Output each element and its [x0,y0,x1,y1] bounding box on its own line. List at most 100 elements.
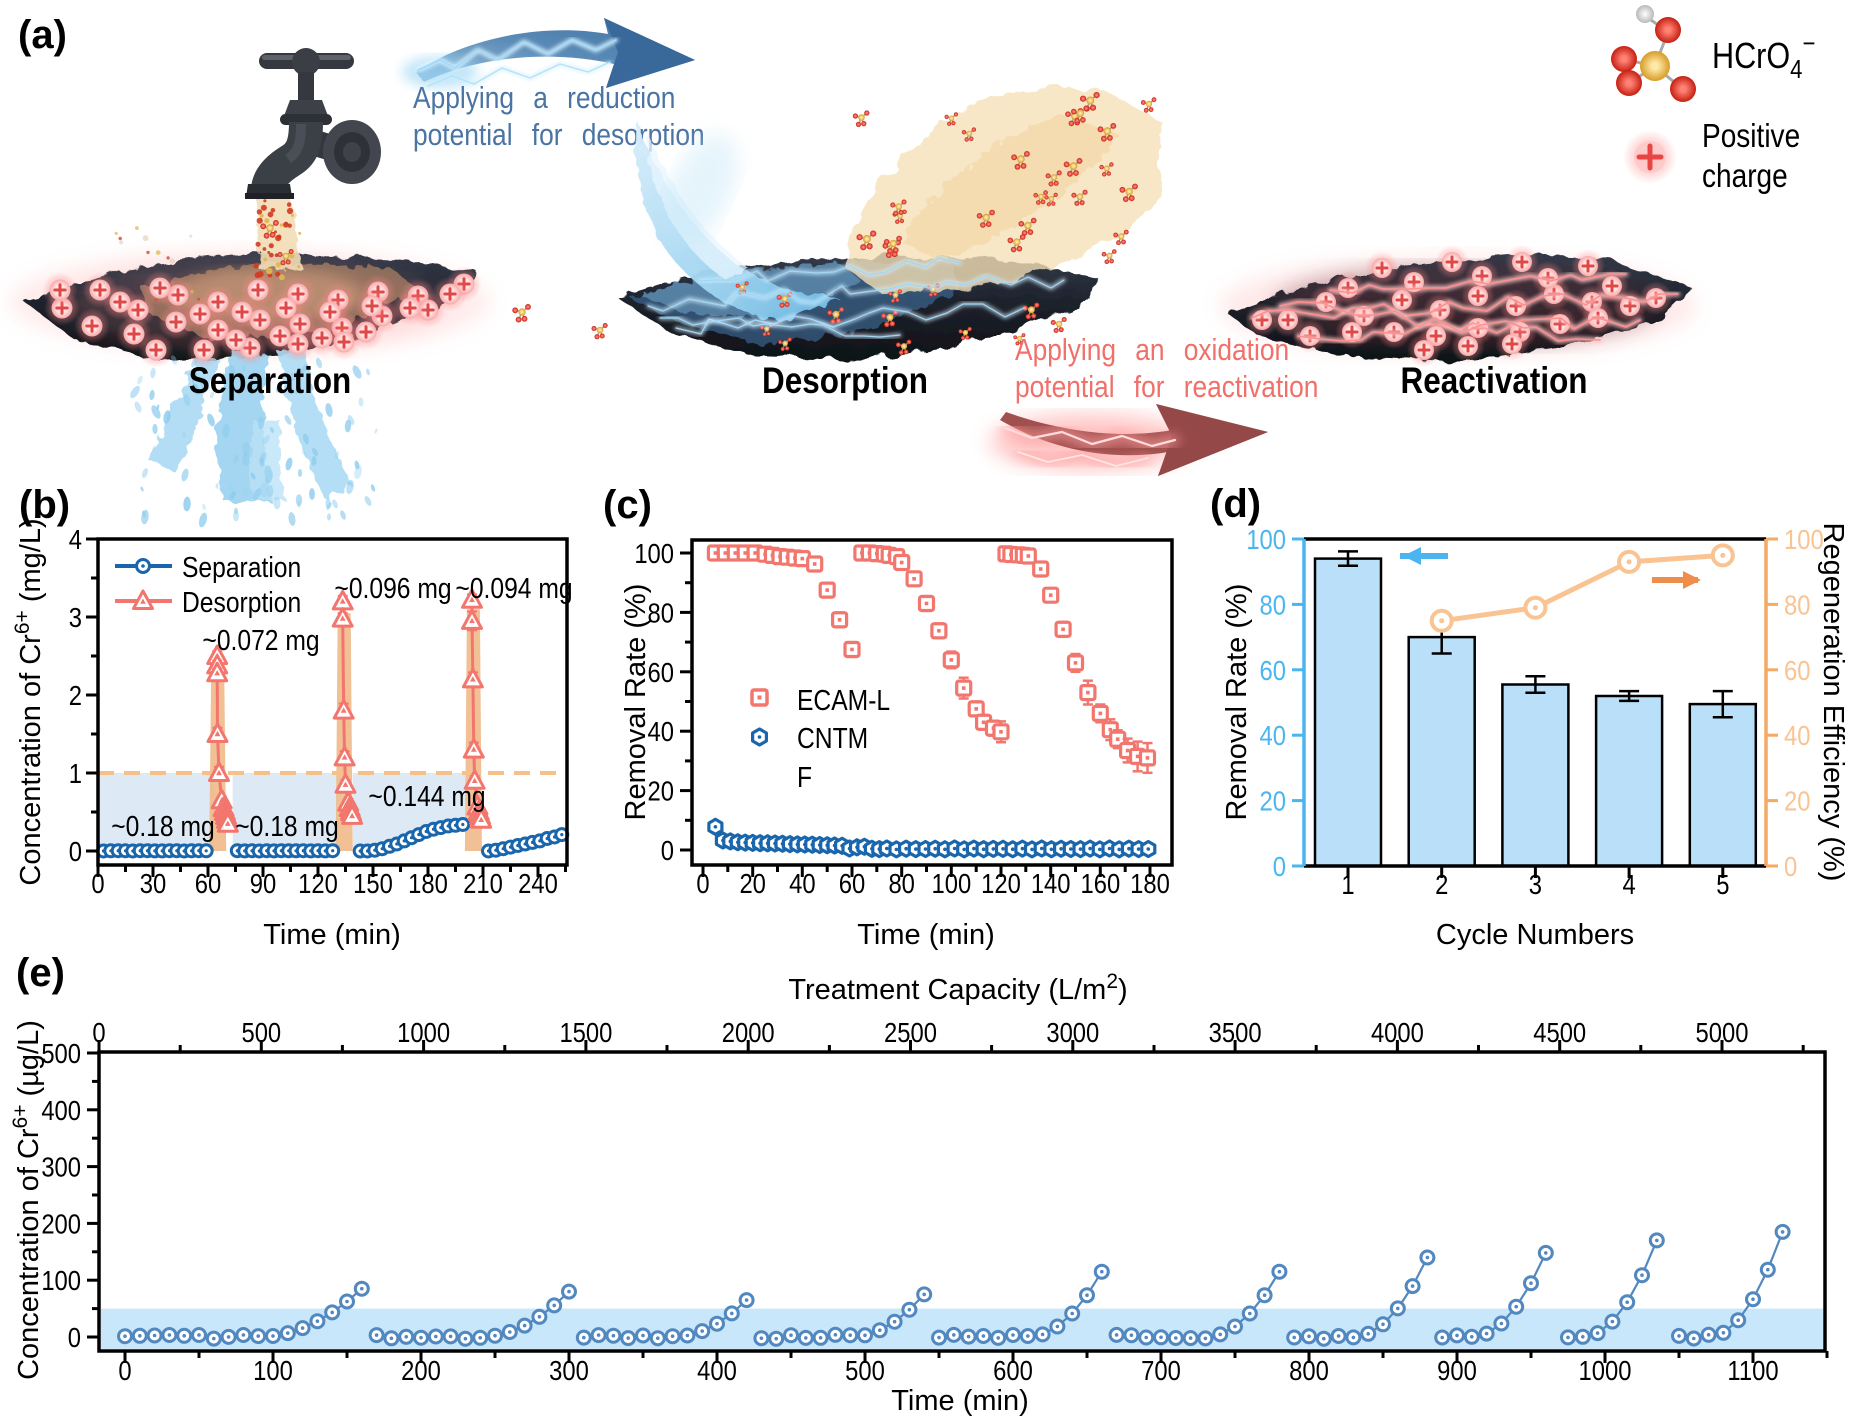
svg-text:4000: 4000 [1371,1016,1424,1048]
svg-text:Time (min): Time (min) [857,919,994,951]
svg-text:Cycle Numbers: Cycle Numbers [1436,919,1634,951]
svg-text:(b): (b) [19,483,70,527]
svg-text:150: 150 [353,867,393,899]
svg-text:Applying an oxidation: Applying an oxidation [1015,333,1289,367]
svg-text:1000: 1000 [397,1016,450,1048]
svg-text:Applying a reduction: Applying a reduction [413,81,675,115]
svg-text:1500: 1500 [559,1016,612,1048]
svg-text:2500: 2500 [884,1016,937,1048]
svg-text:400: 400 [697,1354,737,1386]
svg-text:~0.18 mg: ~0.18 mg [235,810,338,842]
svg-text:60: 60 [1784,654,1810,686]
svg-text:20: 20 [1784,785,1810,817]
svg-text:Reactivation: Reactivation [1401,361,1588,402]
svg-text:80: 80 [1260,589,1286,621]
svg-text:100: 100 [634,537,674,569]
svg-text:500: 500 [41,1037,81,1069]
svg-text:0: 0 [92,1016,105,1048]
svg-text:Time (min): Time (min) [891,1385,1028,1417]
svg-text:5: 5 [1716,868,1729,900]
svg-text:ECAM-L: ECAM-L [797,684,890,716]
svg-text:3500: 3500 [1209,1016,1262,1048]
svg-text:3000: 3000 [1046,1016,1099,1048]
svg-text:210: 210 [463,867,503,899]
svg-text:200: 200 [401,1354,441,1386]
svg-text:200: 200 [41,1208,81,1240]
svg-text:90: 90 [250,867,276,899]
svg-text:F: F [797,761,812,793]
svg-text:400: 400 [41,1094,81,1126]
svg-text:0: 0 [1784,850,1797,882]
svg-text:Removal Rate (%): Removal Rate (%) [620,584,652,821]
svg-text:(d): (d) [1210,482,1261,526]
svg-text:0: 0 [1273,850,1286,882]
svg-text:Concentration of Cr6+ (µg/L): Concentration of Cr6+ (µg/L) [9,1020,45,1380]
svg-text:60: 60 [1260,654,1286,686]
svg-text:600: 600 [993,1354,1033,1386]
svg-text:Positive: Positive [1702,118,1800,155]
svg-text:100: 100 [1784,523,1824,555]
svg-text:~0.094 mg: ~0.094 mg [455,572,572,604]
svg-text:300: 300 [41,1151,81,1183]
svg-text:0: 0 [68,1321,81,1353]
svg-text:Concentration of Cr6+ (mg/L): Concentration of Cr6+ (mg/L) [11,518,47,885]
svg-text:5000: 5000 [1696,1016,1749,1048]
svg-text:140: 140 [1031,867,1071,899]
svg-text:~0.072 mg: ~0.072 mg [202,624,319,656]
svg-text:0: 0 [69,835,82,867]
svg-text:500: 500 [845,1354,885,1386]
svg-text:(c): (c) [603,483,652,527]
svg-text:~0.096 mg: ~0.096 mg [334,572,451,604]
svg-text:120: 120 [981,867,1021,899]
svg-text:HCrO4−: HCrO4− [1712,29,1815,84]
svg-text:1: 1 [69,757,82,789]
svg-text:180: 180 [408,867,448,899]
svg-text:100: 100 [1246,523,1286,555]
svg-text:2: 2 [1435,868,1448,900]
svg-text:300: 300 [549,1354,589,1386]
svg-text:Desorption: Desorption [182,586,301,618]
svg-text:900: 900 [1437,1354,1477,1386]
svg-text:180: 180 [1130,867,1170,899]
svg-text:4: 4 [1622,868,1635,900]
svg-text:(a): (a) [18,13,67,57]
svg-text:(e): (e) [16,951,65,995]
svg-text:Separation: Separation [189,361,352,402]
svg-text:100: 100 [253,1354,293,1386]
svg-text:3: 3 [69,601,82,633]
svg-text:240: 240 [518,867,558,899]
svg-text:~0.144 mg: ~0.144 mg [368,780,485,812]
svg-text:1000: 1000 [1579,1354,1632,1386]
svg-text:0: 0 [661,834,674,866]
svg-text:2: 2 [69,679,82,711]
svg-text:~0.18 mg: ~0.18 mg [111,810,214,842]
svg-text:20: 20 [1260,785,1286,817]
svg-text:3: 3 [1529,868,1542,900]
svg-text:40: 40 [1784,719,1810,751]
svg-text:40: 40 [648,715,674,747]
svg-text:20: 20 [648,775,674,807]
svg-text:2000: 2000 [722,1016,775,1048]
svg-text:60: 60 [195,867,221,899]
svg-text:Regeneration Efficiency (%): Regeneration Efficiency (%) [1817,523,1849,882]
svg-text:40: 40 [1260,719,1286,751]
svg-text:Time (min): Time (min) [263,919,400,951]
svg-text:potential for reactivation: potential for reactivation [1015,370,1318,404]
svg-text:potential for desorption: potential for desorption [413,118,705,152]
svg-text:100: 100 [931,867,971,899]
svg-text:charge: charge [1702,158,1788,195]
svg-text:1: 1 [1341,868,1354,900]
svg-text:20: 20 [739,867,765,899]
svg-text:30: 30 [140,867,166,899]
svg-text:4500: 4500 [1533,1016,1586,1048]
svg-text:0: 0 [118,1354,131,1386]
svg-text:0: 0 [91,867,104,899]
svg-text:80: 80 [648,597,674,629]
svg-text:Desorption: Desorption [762,361,928,402]
svg-text:Separation: Separation [182,551,301,583]
svg-text:CNTM: CNTM [797,722,868,754]
svg-text:Treatment Capacity (L/m2): Treatment Capacity (L/m2) [788,970,1127,1006]
svg-text:0: 0 [696,867,709,899]
svg-text:120: 120 [298,867,338,899]
svg-text:60: 60 [648,656,674,688]
